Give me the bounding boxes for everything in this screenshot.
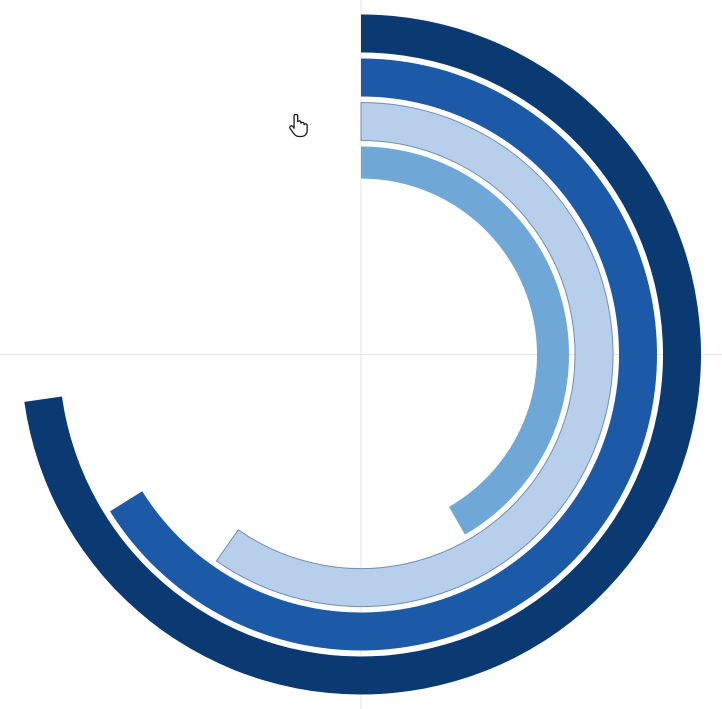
chart-svg bbox=[0, 0, 722, 709]
radial-bar-chart[interactable] bbox=[0, 0, 722, 709]
